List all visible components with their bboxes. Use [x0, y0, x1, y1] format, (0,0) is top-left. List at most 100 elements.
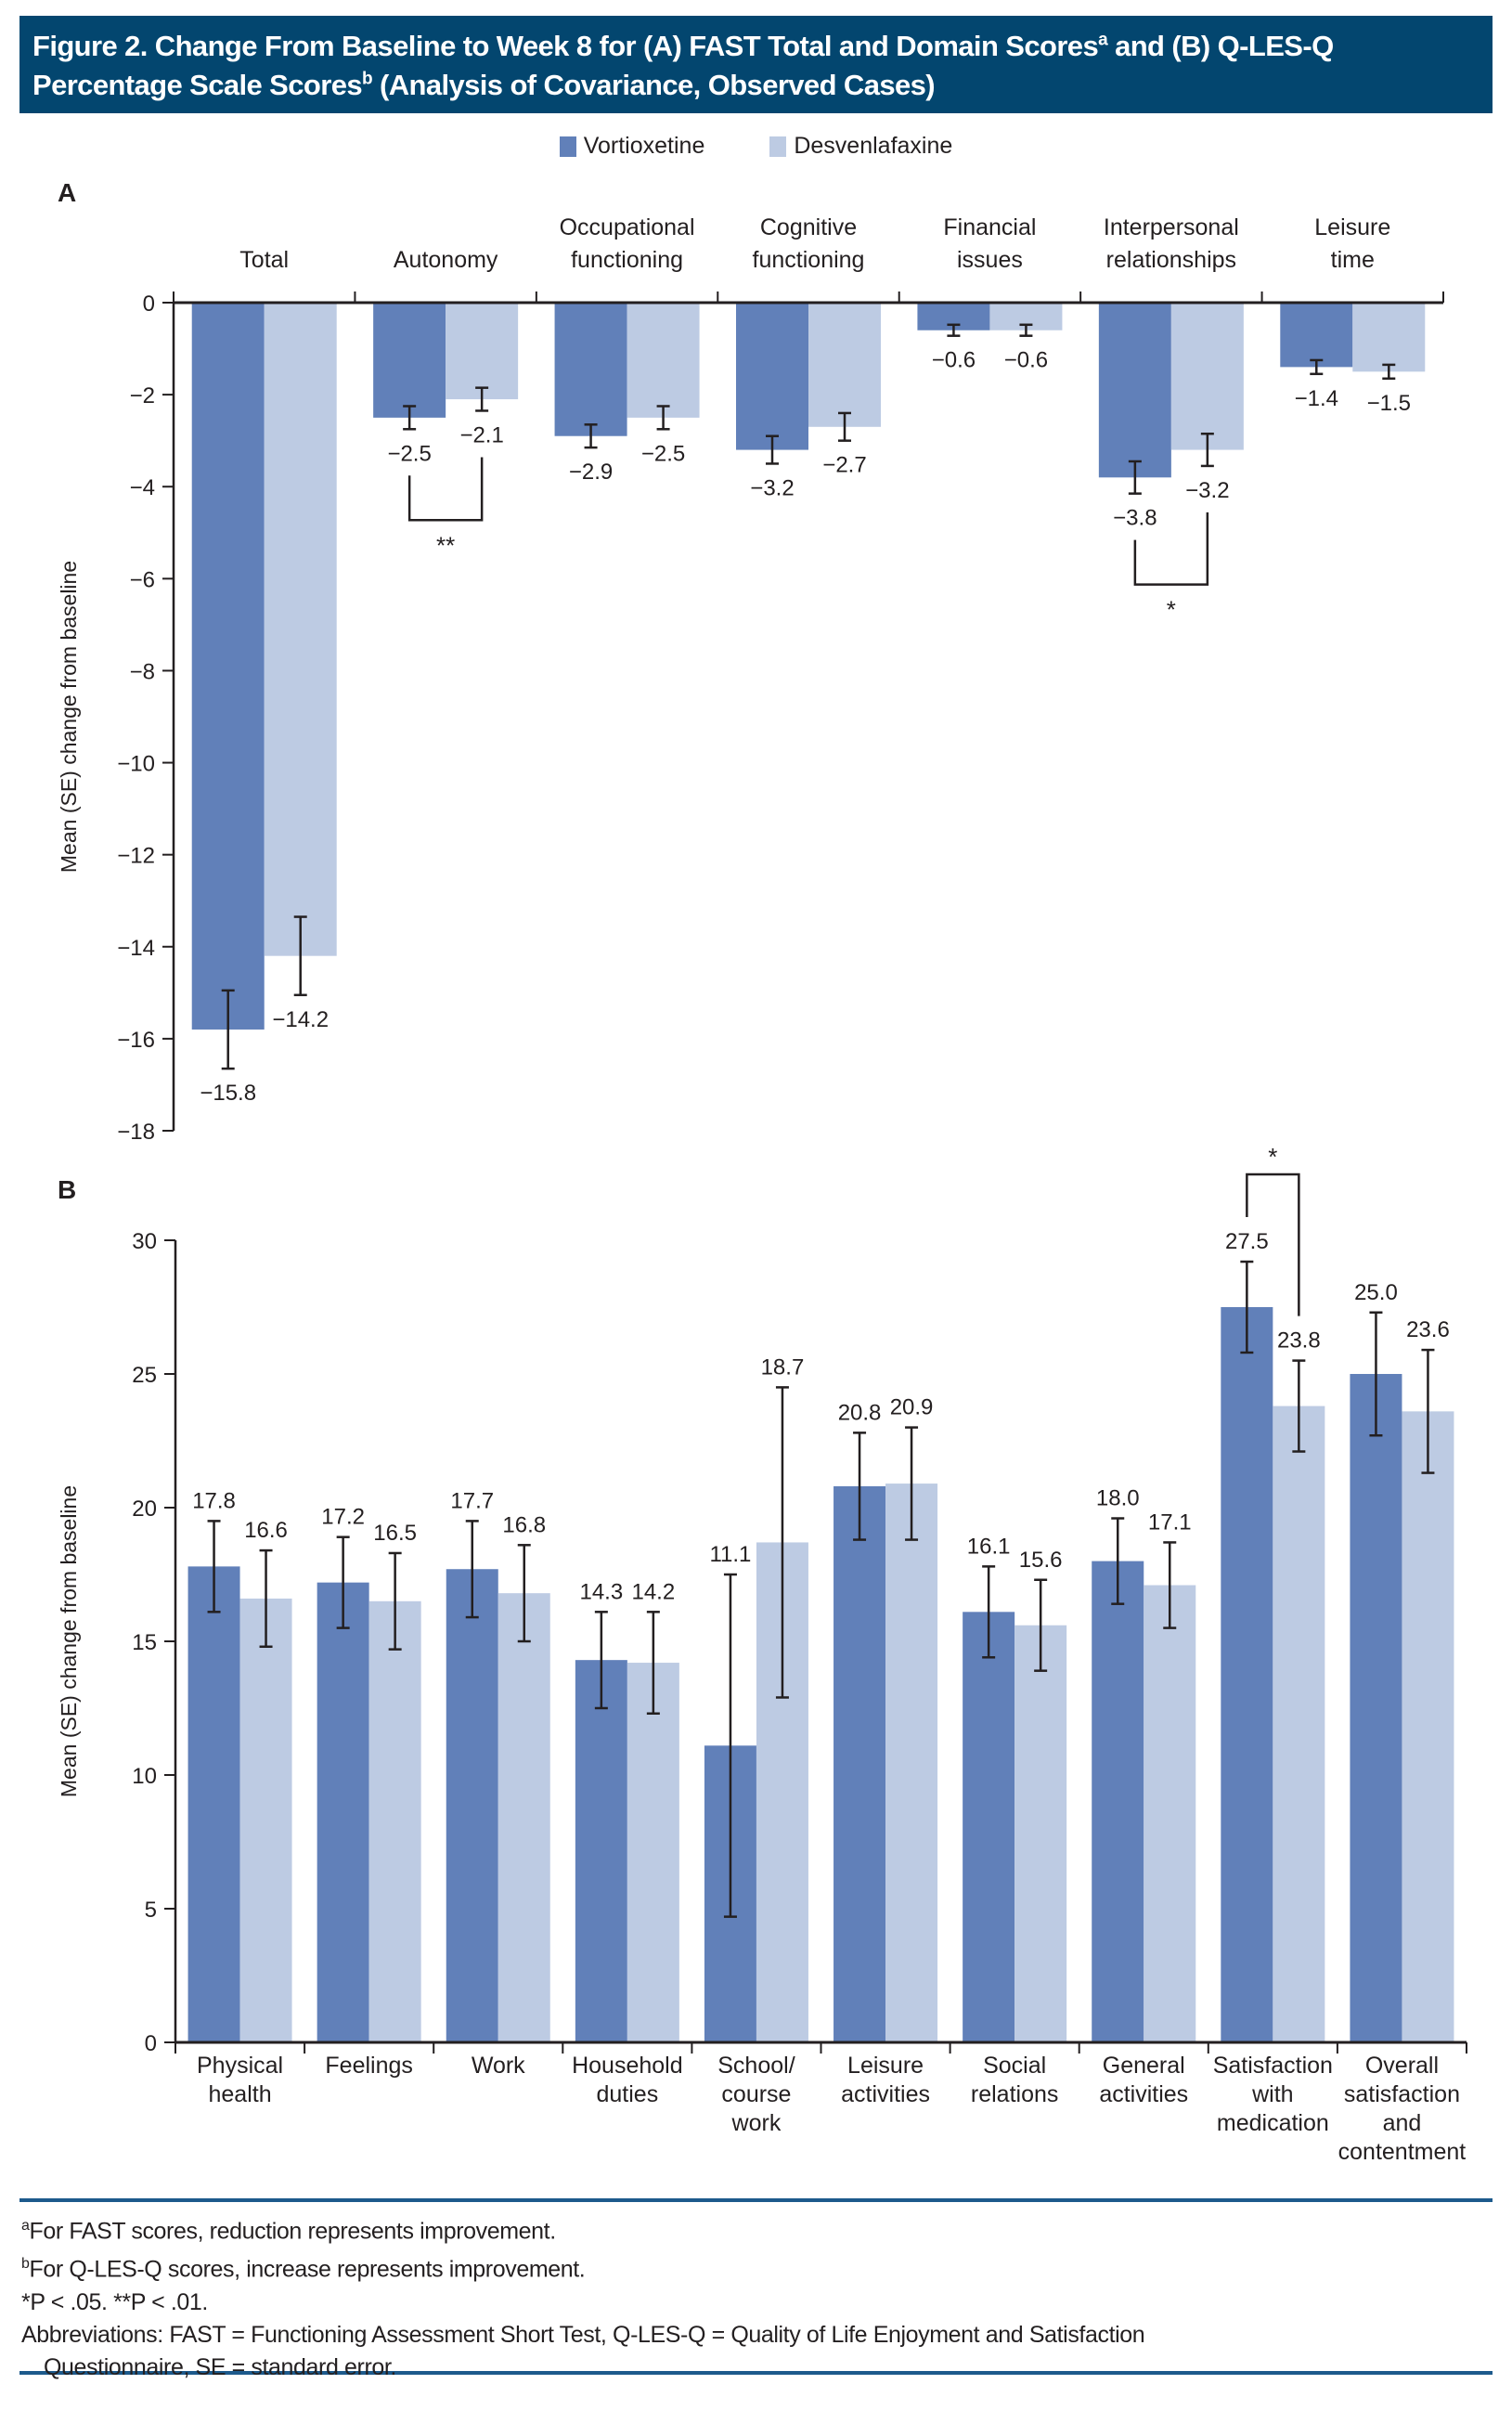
panel-b-category-label: contentment	[1338, 2139, 1467, 2165]
panel-b-category-label: Satisfaction	[1213, 2053, 1333, 2079]
panel-b-bar-vortioxetine	[187, 1566, 240, 2042]
legend: Vortioxetine Desvenlafaxine	[0, 133, 1512, 160]
panel-b-category-label: Work	[472, 2053, 525, 2079]
panel-b-y-tick-label: 15	[132, 1630, 157, 1655]
panel-a-bar-vortioxetine	[1098, 303, 1171, 478]
panel-a-category-label: Cognitive	[760, 214, 857, 240]
panel-b-category-label: course	[721, 2081, 791, 2107]
panel-a-data-label: −3.2	[750, 475, 794, 500]
panel-b-y-axis-label: Mean (SE) change from baseline	[57, 1485, 81, 1797]
panel-a-data-label: −15.8	[200, 1081, 256, 1106]
panel-a-y-tick-label: −10	[117, 752, 155, 777]
panel-a-category-label: Total	[239, 247, 289, 273]
panel-a-category-label: relationships	[1106, 247, 1236, 273]
panel-a-significance-marker: *	[1167, 596, 1176, 624]
panel-a-data-label: −0.6	[932, 348, 976, 373]
panel-a-data-label: −1.5	[1367, 391, 1411, 416]
panel-b-category-label: medication	[1217, 2110, 1329, 2136]
legend-label: Vortioxetine	[583, 133, 705, 159]
panel-b-data-label: 20.8	[838, 1400, 882, 1425]
panel-b-data-label: 15.6	[1019, 1548, 1063, 1573]
panel-b-bar-vortioxetine	[1092, 1561, 1144, 2042]
panel-b-category-label: Overall	[1365, 2053, 1439, 2079]
panel-b-category-label: Social	[983, 2053, 1046, 2079]
panel-b-significance-bracket	[1246, 1173, 1300, 1316]
panel-b-category-label: satisfaction	[1344, 2081, 1460, 2107]
footnote-b: bFor Q-LES-Q scores, increase represents…	[21, 2256, 586, 2283]
panel-a-significance-bracket	[407, 457, 484, 522]
panel-b-significance-marker: *	[1268, 1143, 1277, 1171]
panel-b-bar-vortioxetine	[963, 1612, 1015, 2042]
panel-b-data-label: 27.5	[1225, 1229, 1269, 1254]
panel-a-y-tick-label: −14	[117, 936, 155, 961]
panel-b-category-label: and	[1383, 2110, 1422, 2136]
panel-b-bar-desvenlafaxine	[368, 1600, 421, 2042]
panel-a-y-tick-label: −4	[130, 475, 155, 500]
panel-a-category-label: issues	[957, 247, 1023, 273]
panel-b-category-label: Physical	[197, 2053, 283, 2079]
panel-b-bar-vortioxetine	[317, 1582, 369, 2042]
panel-b-bar-desvenlafaxine	[498, 1593, 550, 2042]
panel-a-y-axis-label: Mean (SE) change from baseline	[57, 561, 81, 873]
panel-b-y-tick-label: 30	[132, 1229, 157, 1254]
panel-b-y-tick-label: 20	[132, 1497, 157, 1522]
panel-a-category-label: functioning	[753, 247, 865, 273]
panel-a-bar-desvenlafaxine	[808, 303, 881, 427]
panel-b-data-label: 18.0	[1096, 1486, 1140, 1511]
panel-a-bar-desvenlafaxine	[1170, 303, 1244, 450]
footnotes: aFor FAST scores, reduction represents i…	[19, 2198, 1493, 2380]
panel-a-category-label: Financial	[943, 214, 1036, 240]
panel-a-data-label: −2.7	[822, 453, 866, 478]
panel-b-bar-desvenlafaxine	[1014, 1625, 1067, 2042]
panel-b-category-label: duties	[596, 2081, 658, 2107]
panel-b-category-label: activities	[1099, 2081, 1188, 2107]
panel-b-data-label: 16.8	[502, 1512, 546, 1537]
figure-title-line-2: Percentage Scale Scoresb (Analysis of Co…	[32, 69, 936, 101]
panel-a-bar-desvenlafaxine	[1352, 303, 1426, 372]
panel-a-data-label: −14.2	[272, 1007, 329, 1032]
panel-a-data-label: −2.9	[569, 460, 613, 485]
panel-a-bar-vortioxetine	[373, 303, 446, 418]
panel-b-data-label: 17.8	[192, 1488, 236, 1513]
panel-a-category-label: Occupational	[560, 214, 695, 240]
figure-title: Figure 2. Change From Baseline to Week 8…	[19, 16, 1493, 113]
panel-a-bar-vortioxetine	[736, 303, 808, 450]
panel-a-y-tick-label: −16	[117, 1028, 155, 1053]
panel-b-data-label: 18.7	[761, 1354, 805, 1380]
panel-a-data-label: −2.5	[641, 441, 685, 466]
panel-b-bar-vortioxetine	[575, 1660, 627, 2042]
panel-b-y-tick-label: 0	[145, 2031, 157, 2056]
panel-b-category-label: School/	[717, 2053, 795, 2079]
panel-b-data-label: 20.9	[890, 1395, 934, 1420]
panel-b-data-label: 17.2	[321, 1505, 365, 1530]
panel-a-significance-bracket	[1133, 512, 1209, 586]
legend-swatch-vortioxetine	[559, 136, 576, 157]
panel-a-y-tick-label: −6	[130, 567, 155, 592]
panel-b-data-label: 14.3	[579, 1579, 623, 1604]
panel-b-category-label: health	[208, 2081, 271, 2107]
panel-a-bar-vortioxetine	[1280, 303, 1353, 368]
panel-a-category-label: Interpersonal	[1104, 214, 1239, 240]
panel-b-bar-desvenlafaxine	[885, 1484, 938, 2042]
panel-a-y-tick-label: −18	[117, 1120, 155, 1145]
footnote-a: aFor FAST scores, reduction represents i…	[21, 2218, 556, 2245]
panel-a-y-tick-label: −12	[117, 844, 155, 869]
panel-a-bar-vortioxetine	[554, 303, 627, 436]
panel-a-significance-marker: **	[436, 531, 455, 559]
panel-b-category-label: work	[731, 2110, 782, 2136]
footnote-abbreviations: Abbreviations: FAST = Functioning Assess…	[21, 2321, 1145, 2348]
panel-b-bar-desvenlafaxine	[1273, 1406, 1325, 2042]
panel-b-bar-vortioxetine	[1221, 1307, 1273, 2042]
panel-b-data-label: 17.7	[450, 1488, 494, 1513]
panel-a-data-label: −0.6	[1004, 348, 1048, 373]
panel-b-category-label: Household	[572, 2053, 683, 2079]
figure-title-line-1: Figure 2. Change From Baseline to Week 8…	[32, 30, 1334, 62]
panel-b-category-label: relations	[971, 2081, 1059, 2107]
panel-a-y-tick-label: 0	[143, 292, 155, 317]
panel-b-bar-vortioxetine	[446, 1569, 498, 2042]
panel-b-y-tick-label: 25	[132, 1363, 157, 1388]
legend-label: Desvenlafaxine	[794, 133, 953, 159]
panel-a-bar-desvenlafaxine	[627, 303, 700, 418]
panel-b-bar-desvenlafaxine	[239, 1598, 292, 2042]
